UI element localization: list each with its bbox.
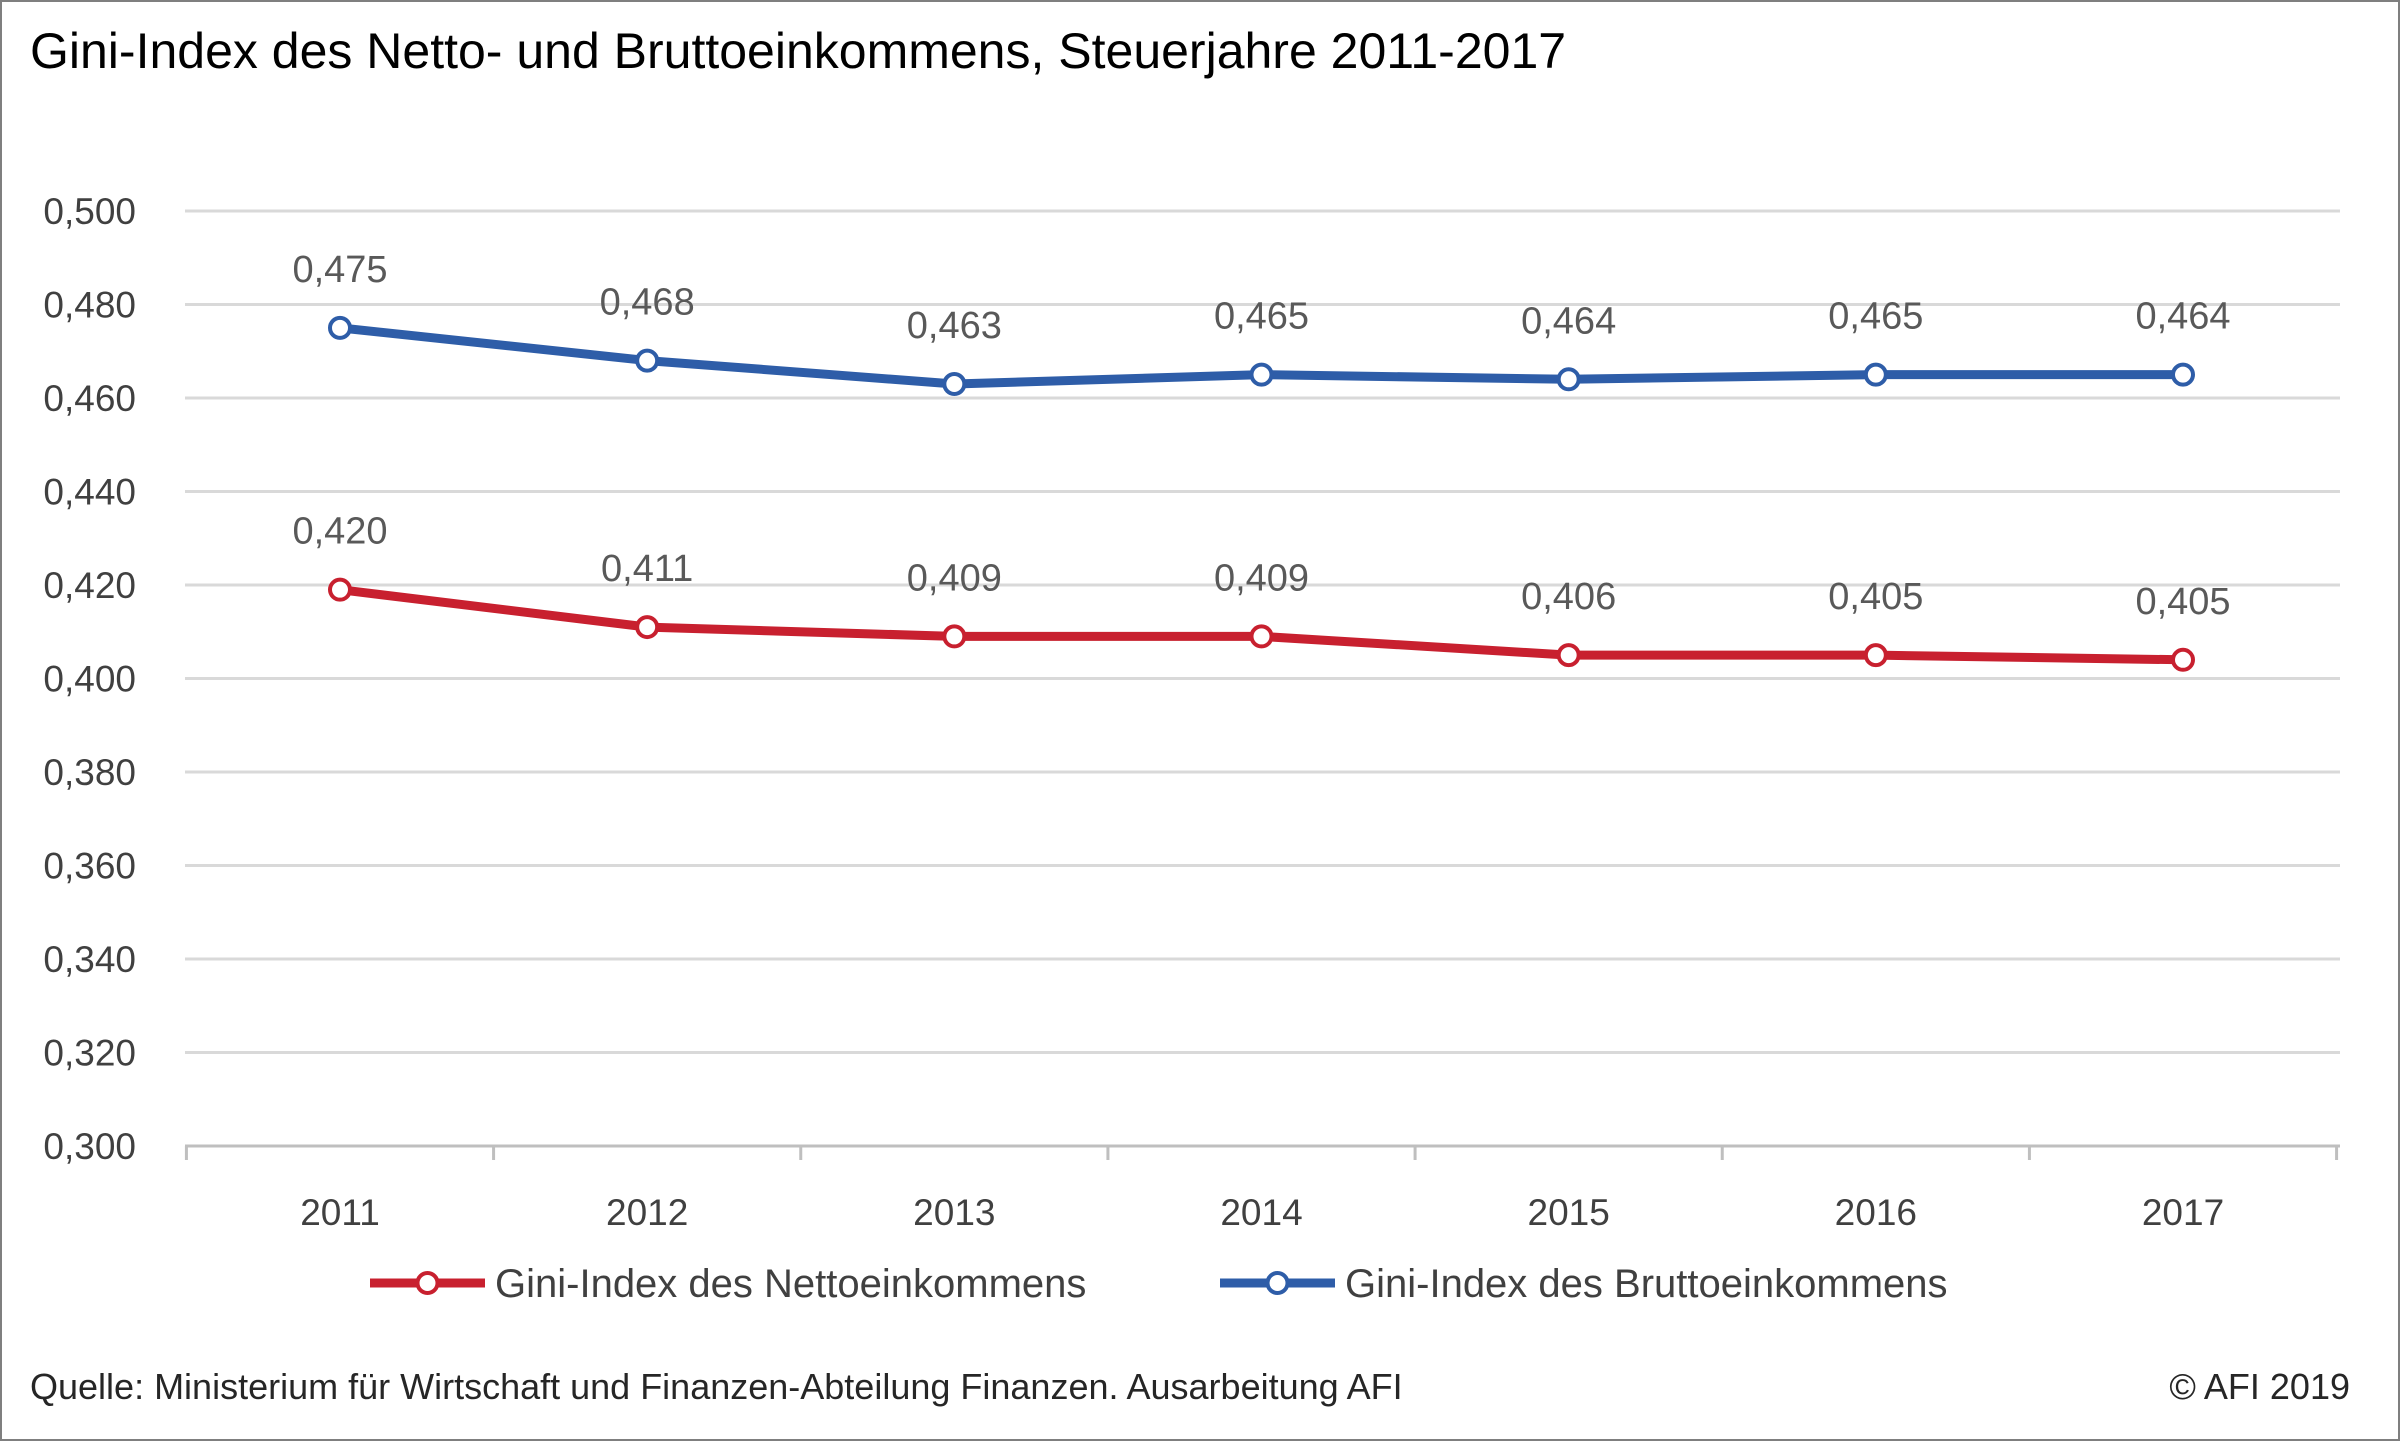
- data-label: 0,409: [907, 557, 1002, 599]
- x-tick-label: 2017: [2142, 1192, 2224, 1233]
- legend-marker: [1265, 1271, 1290, 1295]
- y-tick-label: 0,440: [43, 472, 136, 513]
- copyright-note: © AFI 2019: [2169, 1366, 2350, 1407]
- data-point: [1556, 367, 1581, 392]
- data-point: [328, 577, 352, 602]
- data-point: [328, 315, 352, 340]
- data-label: 0,475: [292, 249, 387, 291]
- data-point: [942, 371, 967, 396]
- x-axis: [184, 1144, 2340, 1160]
- legend: Gini-Index des Nettoeinkommens Gini-Index…: [370, 1262, 1948, 1306]
- data-point: [2171, 647, 2195, 672]
- legend-label: Gini-Index des Nettoeinkommens: [495, 1262, 1086, 1306]
- x-axis-ticks: 2011 2012 2013 2014 2015 2016 2017: [300, 1192, 2224, 1233]
- data-label: 0,409: [1214, 557, 1309, 599]
- legend-label: Gini-Index des Bruttoeinkommens: [1345, 1262, 1948, 1306]
- y-tick-label: 0,320: [43, 1033, 136, 1074]
- y-tick-label: 0,500: [43, 191, 136, 232]
- data-point: [2171, 362, 2195, 387]
- y-tick-label: 0,380: [43, 752, 136, 793]
- source-note: Quelle: Ministerium für Wirtschaft und F…: [30, 1366, 1403, 1407]
- gridlines: [185, 209, 2340, 1054]
- legend-marker: [415, 1271, 440, 1295]
- data-point: [1249, 624, 1274, 649]
- y-tick-label: 0,400: [43, 659, 136, 700]
- data-label: 0,405: [1828, 576, 1923, 618]
- data-label: 0,465: [1828, 296, 1923, 338]
- y-tick-label: 0,420: [43, 565, 136, 606]
- x-tick-label: 2014: [1220, 1192, 1302, 1233]
- y-tick-label: 0,480: [43, 285, 136, 326]
- data-label: 0,468: [600, 282, 695, 324]
- data-point: [1249, 362, 1274, 387]
- data-point: [1863, 643, 1888, 668]
- data-label: 0,405: [2135, 581, 2230, 623]
- x-tick-label: 2013: [913, 1192, 995, 1233]
- y-tick-label: 0,340: [43, 939, 136, 980]
- legend-item-1: Gini-Index des Nettoeinkommens: [370, 1262, 1086, 1306]
- data-label: 0,463: [907, 305, 1002, 347]
- data-label: 0,420: [292, 511, 387, 553]
- y-tick-label: 0,460: [43, 378, 136, 419]
- data-label: 0,464: [1521, 300, 1616, 342]
- data-point: [1863, 362, 1888, 387]
- chart-title: Gini-Index des Netto- und Bruttoeinkomme…: [30, 23, 1567, 79]
- data-label: 0,465: [1214, 296, 1309, 338]
- x-tick-label: 2016: [1835, 1192, 1917, 1233]
- x-tick-label: 2012: [606, 1192, 688, 1233]
- data-label: 0,464: [2135, 296, 2230, 338]
- series-2: 0,475 0,468 0,463 0,465 0,464 0,465 0,464: [292, 249, 2231, 396]
- data-label: 0,406: [1521, 576, 1616, 618]
- data-point: [635, 615, 660, 640]
- x-tick-label: 2015: [1528, 1192, 1610, 1233]
- y-axis-ticks: 0,300 0,320 0,340 0,360 0,380 0,400 0,420 0,440…: [43, 191, 136, 1167]
- data-point: [635, 348, 660, 373]
- y-tick-label: 0,300: [43, 1126, 136, 1167]
- x-tick-label: 2011: [300, 1192, 380, 1233]
- legend-item-2: Gini-Index des Bruttoeinkommens: [1220, 1262, 1948, 1306]
- series-group: 0,420 0,411 0,409 0,409 0,406 0,405 0,405 0,475…: [292, 249, 2231, 672]
- y-tick-label: 0,360: [43, 846, 136, 887]
- data-label: 0,411: [601, 548, 693, 590]
- series-1: 0,420 0,411 0,409 0,409 0,406 0,405 0,405: [292, 511, 2231, 672]
- data-point: [942, 624, 967, 649]
- data-point: [1556, 643, 1581, 668]
